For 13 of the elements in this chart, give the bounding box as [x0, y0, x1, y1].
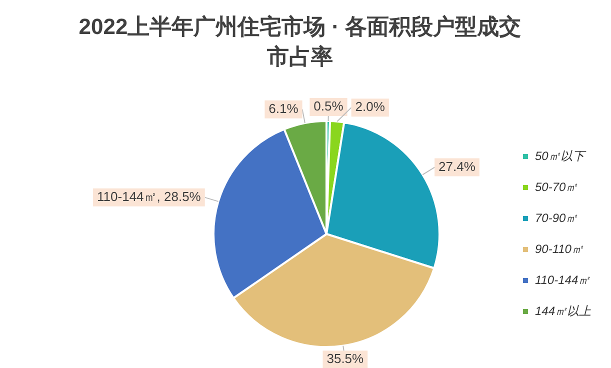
data-label: 27.4%: [438, 158, 476, 174]
data-label: 6.1%: [268, 100, 299, 116]
data-label: 0.5%: [314, 98, 344, 114]
data-label: 2.0%: [355, 99, 386, 114]
legend-label: 144㎡以上: [534, 304, 592, 318]
chart-title: 2022上半年广州住宅市场 · 各面积段户型成交市占率: [78, 13, 522, 71]
legend-label: 90-110㎡: [534, 242, 584, 256]
data-label: 35.5%: [326, 351, 364, 366]
legend-label: 110-144㎡: [534, 272, 590, 287]
legend-label: 50-70㎡: [534, 180, 578, 194]
data-label: 110-144㎡, 28.5%: [97, 189, 202, 204]
legend-label: 50㎡以下: [534, 148, 586, 163]
legend-label: 70-90㎡: [534, 210, 578, 225]
